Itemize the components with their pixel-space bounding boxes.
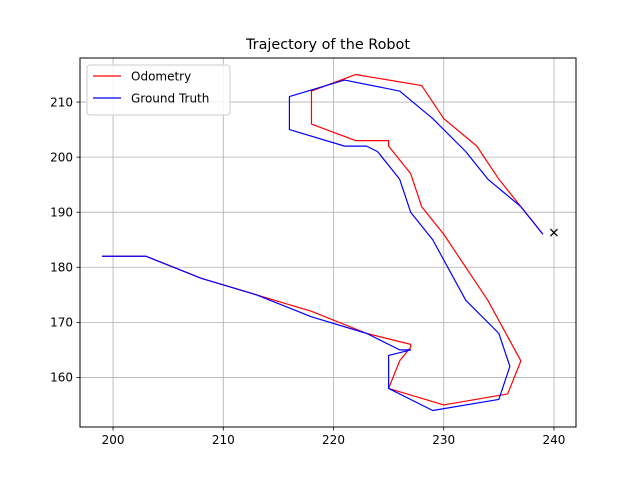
x-tick-label: 200 (102, 433, 125, 447)
y-tick-label: 170 (50, 316, 73, 330)
legend: Odometry Ground Truth (86, 64, 231, 116)
y-tick-label: 180 (50, 261, 73, 275)
legend-label-ground-truth: Ground Truth (131, 92, 209, 106)
x-tick-label: 210 (212, 433, 235, 447)
plot-area-frame (79, 57, 577, 428)
y-tick-label: 190 (50, 206, 73, 220)
series-line-ground-truth (102, 79, 544, 412)
chart-title: Trajectory of the Robot (245, 37, 410, 53)
end-marker-x (549, 228, 558, 237)
marker-layer (549, 228, 558, 237)
x-tick-label: 230 (432, 433, 455, 447)
grid-lines (80, 58, 576, 427)
axis-ticks: 200 210 220 230 240 160 170 180 190 200 210 (50, 95, 565, 447)
legend-label-odometry: Odometry (131, 70, 191, 84)
series-layer (102, 73, 544, 412)
x-tick-label: 220 (322, 433, 345, 447)
y-tick-label: 210 (50, 95, 73, 109)
x-tick-label: 240 (543, 433, 566, 447)
y-tick-label: 200 (50, 150, 73, 164)
y-tick-label: 160 (50, 371, 73, 385)
series-line-odometry (102, 73, 544, 406)
legend-box (86, 64, 231, 116)
